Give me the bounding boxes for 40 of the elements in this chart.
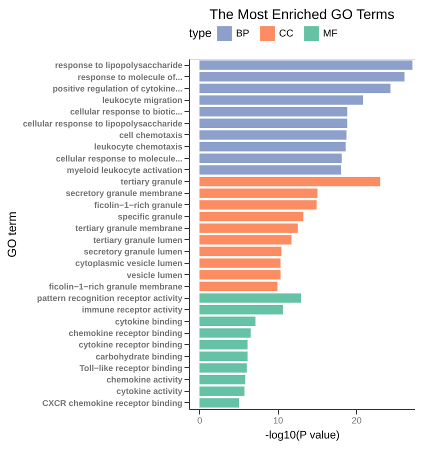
y-tick-label: response to molecule of... bbox=[78, 72, 182, 82]
y-tick-label: carbohydrate binding bbox=[96, 351, 182, 362]
x-tick-label: 20 bbox=[352, 416, 362, 426]
legend-label: BP bbox=[236, 28, 250, 40]
y-tick-label: cytokine binding bbox=[114, 316, 182, 326]
y-tick-label: tertiary granule lumen bbox=[93, 234, 182, 245]
y-tick-label: pattern recognition receptor activity bbox=[37, 293, 183, 304]
y-tick-label: immune receptor activity bbox=[82, 304, 183, 315]
y-tick-label: response to lipopolysaccharide bbox=[54, 60, 183, 70]
y-tick-label: myeloid leukocyte activation bbox=[66, 164, 182, 175]
y-tick-label: vesicle lumen bbox=[126, 270, 182, 280]
y-tick-label: leukocyte chemotaxis bbox=[94, 142, 183, 152]
y-axis-title: GO term bbox=[4, 211, 19, 258]
chart-title: The Most Enriched GO Terms bbox=[210, 6, 394, 22]
y-tick-label: ficolin−1−rich granule membrane bbox=[48, 281, 183, 292]
y-tick-label: secretory granule membrane bbox=[66, 188, 183, 198]
y-tick-label: Toll−like receptor binding bbox=[79, 362, 182, 373]
y-tick-label: specific granule bbox=[118, 212, 183, 222]
y-tick-label: secretory granule lumen bbox=[84, 246, 182, 256]
y-tick-label: positive regulation of cytokine... bbox=[52, 83, 182, 94]
y-tick-label: CXCR chemokine receptor binding bbox=[42, 398, 182, 408]
y-tick-label: ficolin−1−rich granule bbox=[94, 200, 183, 210]
y-tick-label: chemokine receptor binding bbox=[68, 328, 182, 338]
legend-label: MF bbox=[323, 28, 338, 40]
legend-title: type bbox=[189, 26, 212, 40]
y-tick-label: tertiary granule bbox=[120, 176, 183, 187]
y-tick-label: cell chemotaxis bbox=[119, 130, 183, 140]
legend-label: CC bbox=[279, 28, 294, 40]
y-tick-label: leukocyte migration bbox=[102, 95, 182, 106]
y-tick-label: cytokine receptor binding bbox=[78, 340, 182, 350]
y-tick-label: cellular response to biotic... bbox=[70, 106, 182, 117]
x-tick-label: 10 bbox=[273, 416, 284, 426]
x-tick-label: 0 bbox=[197, 416, 202, 426]
y-tick-label: cytoplasmic vesicle lumen bbox=[75, 258, 182, 268]
x-axis-title: -log10(P value) bbox=[265, 430, 340, 442]
y-tick-label: tertiary granule membrane bbox=[75, 223, 183, 234]
y-tick-label: cytokine activity bbox=[116, 386, 183, 396]
y-tick-label: cellular response to lipopolysaccharide bbox=[22, 118, 183, 128]
y-tick-label: chemokine activity bbox=[106, 374, 183, 385]
y-tick-label: cellular response to molecule... bbox=[56, 153, 182, 164]
